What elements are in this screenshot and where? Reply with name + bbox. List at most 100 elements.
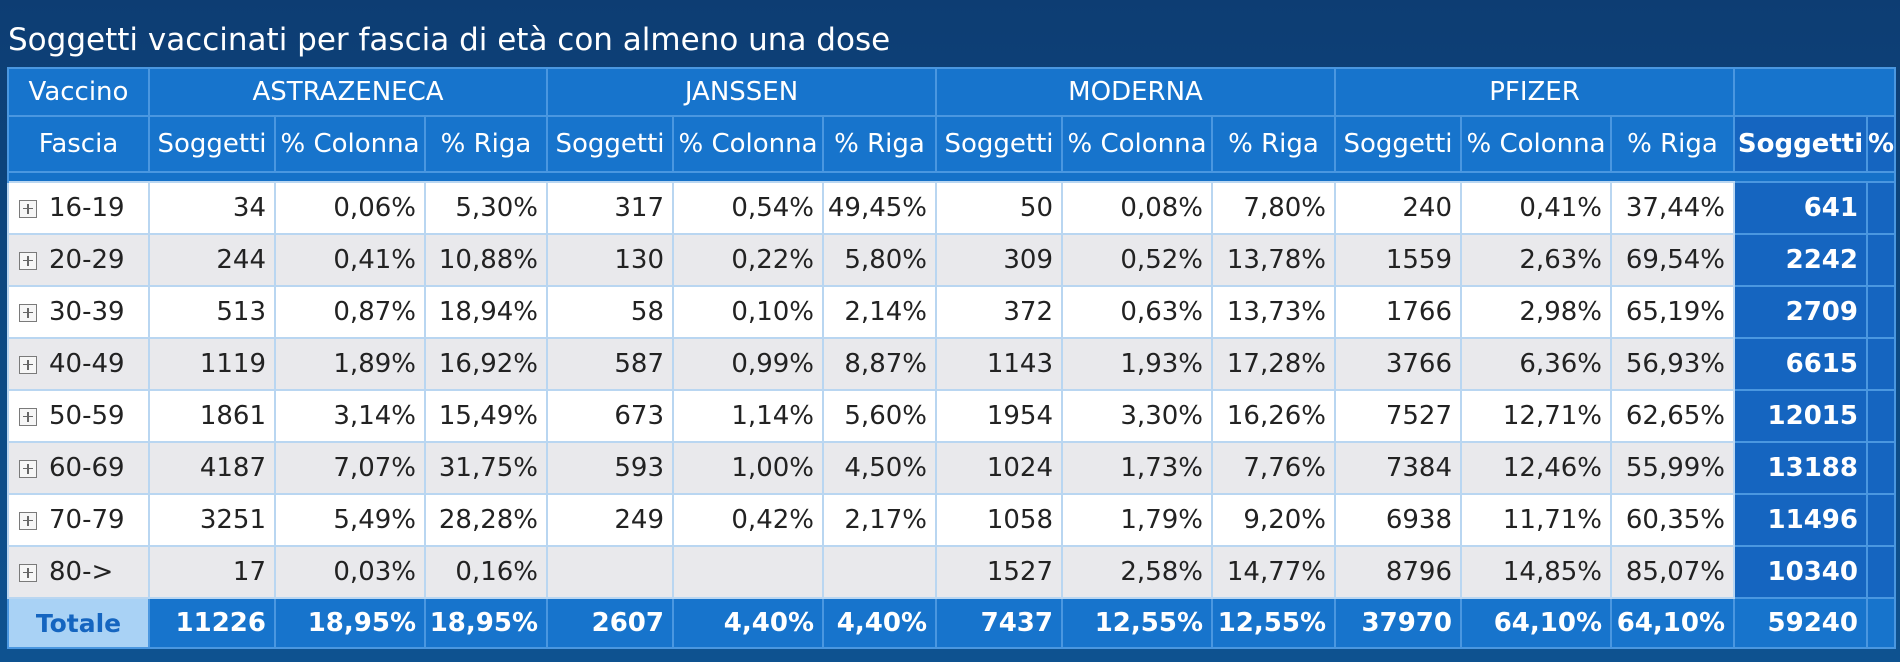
grand-total-cell: 59240 bbox=[1733, 597, 1868, 649]
col-header-pct-riga[interactable]: % Riga bbox=[424, 115, 548, 173]
row-total-cell: 12015 bbox=[1733, 389, 1868, 443]
fascia-cell[interactable]: 70-79 bbox=[7, 493, 150, 547]
header-row-vaccino: Vaccino ASTRAZENECA JANSSEN MODERNA PFIZ… bbox=[7, 67, 1897, 117]
col-header-pct-riga[interactable]: % Riga bbox=[1610, 115, 1735, 173]
total-cell: 12,55% bbox=[1061, 597, 1213, 649]
col-header-soggetti[interactable]: Soggetti bbox=[935, 115, 1063, 173]
data-cell: 2,63% bbox=[1460, 233, 1612, 287]
vaccination-matrix: Vaccino ASTRAZENECA JANSSEN MODERNA PFIZ… bbox=[6, 67, 1897, 649]
data-cell: 18,94% bbox=[424, 285, 548, 339]
data-cell: 5,30% bbox=[424, 181, 548, 235]
fascia-cell[interactable]: 60-69 bbox=[7, 441, 150, 495]
data-cell: 34 bbox=[148, 181, 276, 235]
row-total-pct-cell bbox=[1865, 285, 1897, 339]
col-header-total-soggetti[interactable]: Soggetti bbox=[1733, 115, 1868, 173]
total-cell: 4,40% bbox=[822, 597, 937, 649]
data-cell: 12,46% bbox=[1460, 441, 1612, 495]
total-cell: 18,95% bbox=[424, 597, 548, 649]
report-title: Soggetti vaccinati per fascia di età con… bbox=[8, 22, 891, 58]
expand-plus-icon[interactable] bbox=[19, 407, 37, 426]
col-header-pct-colonna[interactable]: % Colonna bbox=[1460, 115, 1612, 173]
expand-plus-icon[interactable] bbox=[19, 459, 37, 478]
data-cell: 14,85% bbox=[1460, 545, 1612, 599]
data-cell: 2,14% bbox=[822, 285, 937, 339]
row-total-cell: 2709 bbox=[1733, 285, 1868, 339]
data-cell: 1058 bbox=[935, 493, 1063, 547]
fascia-label: 80-> bbox=[49, 557, 114, 587]
group-header-pfizer[interactable]: PFIZER bbox=[1334, 67, 1735, 117]
data-cell: 240 bbox=[1334, 181, 1462, 235]
table-row: 50-59 1861 3,14% 15,49% 673 1,14% 5,60% 1954 3,3… bbox=[7, 389, 1897, 443]
col-header-pct-colonna[interactable]: % Colonna bbox=[274, 115, 426, 173]
group-header-moderna[interactable]: MODERNA bbox=[935, 67, 1336, 117]
fascia-label: 70-79 bbox=[49, 505, 125, 535]
fascia-cell[interactable]: 20-29 bbox=[7, 233, 150, 287]
col-header-pct-colonna[interactable]: % Colonna bbox=[1061, 115, 1213, 173]
fascia-header[interactable]: Fascia bbox=[7, 115, 150, 173]
row-total-cell: 2242 bbox=[1733, 233, 1868, 287]
data-cell: 7,76% bbox=[1211, 441, 1336, 495]
data-cell: 5,80% bbox=[822, 233, 937, 287]
data-cell: 1,93% bbox=[1061, 337, 1213, 391]
vaccino-header[interactable]: Vaccino bbox=[7, 67, 150, 117]
data-cell: 0,99% bbox=[672, 337, 824, 391]
data-cell: 10,88% bbox=[424, 233, 548, 287]
expand-plus-icon[interactable] bbox=[19, 199, 37, 218]
data-cell: 0,42% bbox=[672, 493, 824, 547]
col-header-pct-riga[interactable]: % Riga bbox=[822, 115, 937, 173]
fascia-cell[interactable]: 80-> bbox=[7, 545, 150, 599]
col-header-soggetti[interactable]: Soggetti bbox=[1334, 115, 1462, 173]
data-cell: 4187 bbox=[148, 441, 276, 495]
fascia-cell[interactable]: 16-19 bbox=[7, 181, 150, 235]
data-cell: 0,54% bbox=[672, 181, 824, 235]
expand-plus-icon[interactable] bbox=[19, 563, 37, 582]
data-cell: 593 bbox=[546, 441, 674, 495]
data-cell bbox=[672, 545, 824, 599]
data-cell: 249 bbox=[546, 493, 674, 547]
expand-plus-icon[interactable] bbox=[19, 355, 37, 374]
col-header-soggetti[interactable]: Soggetti bbox=[546, 115, 674, 173]
data-cell: 7,07% bbox=[274, 441, 426, 495]
data-cell: 7527 bbox=[1334, 389, 1462, 443]
table-row: 80-> 17 0,03% 0,16% 1527 2,58% 14,77% 8796 14,85… bbox=[7, 545, 1897, 599]
data-cell: 372 bbox=[935, 285, 1063, 339]
col-header-total-pct[interactable]: % bbox=[1865, 115, 1897, 173]
data-cell: 2,98% bbox=[1460, 285, 1612, 339]
expand-plus-icon[interactable] bbox=[19, 303, 37, 322]
group-header-janssen[interactable]: JANSSEN bbox=[546, 67, 937, 117]
data-cell: 3251 bbox=[148, 493, 276, 547]
data-cell: 2,17% bbox=[822, 493, 937, 547]
data-cell: 28,28% bbox=[424, 493, 548, 547]
fascia-label: 60-69 bbox=[49, 453, 125, 483]
col-header-pct-riga[interactable]: % Riga bbox=[1211, 115, 1336, 173]
col-header-soggetti[interactable]: Soggetti bbox=[148, 115, 276, 173]
totals-label: Totale bbox=[7, 597, 150, 649]
data-cell: 12,71% bbox=[1460, 389, 1612, 443]
data-cell: 8,87% bbox=[822, 337, 937, 391]
data-cell: 8796 bbox=[1334, 545, 1462, 599]
fascia-cell[interactable]: 40-49 bbox=[7, 337, 150, 391]
data-cell: 17,28% bbox=[1211, 337, 1336, 391]
data-cell: 31,75% bbox=[424, 441, 548, 495]
data-cell: 1119 bbox=[148, 337, 276, 391]
data-cell: 0,16% bbox=[424, 545, 548, 599]
row-total-cell: 13188 bbox=[1733, 441, 1868, 495]
col-header-pct-colonna[interactable]: % Colonna bbox=[672, 115, 824, 173]
data-cell: 7,80% bbox=[1211, 181, 1336, 235]
data-cell: 1766 bbox=[1334, 285, 1462, 339]
row-total-cell: 641 bbox=[1733, 181, 1868, 235]
group-header-astrazeneca[interactable]: ASTRAZENECA bbox=[148, 67, 548, 117]
data-cell: 0,08% bbox=[1061, 181, 1213, 235]
total-cell: 4,40% bbox=[672, 597, 824, 649]
fascia-cell[interactable]: 50-59 bbox=[7, 389, 150, 443]
data-cell: 0,06% bbox=[274, 181, 426, 235]
row-total-cell: 11496 bbox=[1733, 493, 1868, 547]
data-cell: 58 bbox=[546, 285, 674, 339]
expand-plus-icon[interactable] bbox=[19, 511, 37, 530]
fascia-cell[interactable]: 30-39 bbox=[7, 285, 150, 339]
data-cell: 0,52% bbox=[1061, 233, 1213, 287]
data-cell: 55,99% bbox=[1610, 441, 1735, 495]
expand-plus-icon[interactable] bbox=[19, 251, 37, 270]
table-row: 16-19 34 0,06% 5,30% 317 0,54% 49,45% 50 0,08% 7,… bbox=[7, 181, 1897, 235]
data-cell: 1,14% bbox=[672, 389, 824, 443]
